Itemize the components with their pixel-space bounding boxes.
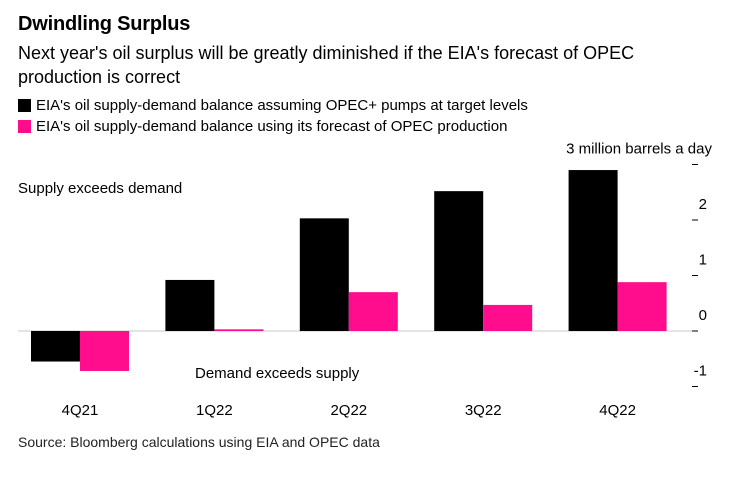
legend-item-target-levels: EIA's oil supply-demand balance assuming… (18, 95, 528, 116)
bar-target-levels-4q22 (568, 170, 618, 331)
bar-target-levels-3q22 (434, 191, 484, 331)
legend-label-target-levels: EIA's oil supply-demand balance assuming… (36, 97, 528, 114)
y-tick-label: 0 (699, 307, 707, 324)
x-tick-label: 4Q21 (62, 402, 99, 419)
y-tick-label: -1 (694, 363, 707, 380)
bar-eia-forecast-1q22 (214, 329, 264, 331)
bar-target-levels-1q22 (165, 279, 215, 331)
x-tick-label: 3Q22 (465, 402, 502, 419)
bar-eia-forecast-2q22 (348, 292, 398, 331)
legend-label-eia-forecast: EIA's oil supply-demand balance using it… (36, 118, 508, 135)
legend: EIA's oil supply-demand balance assuming… (18, 95, 528, 137)
legend-swatch-black (18, 99, 31, 112)
bar-eia-forecast-3q22 (483, 304, 533, 331)
annotation-supply-exceeds-demand: Supply exceeds demand (18, 180, 182, 197)
y-tick-label: 1 (699, 252, 707, 269)
legend-swatch-pink (18, 120, 31, 133)
x-tick-label: 1Q22 (196, 402, 233, 419)
bar-eia-forecast-4q21 (80, 331, 129, 371)
chart-subtitle: Next year's oil surplus will be greatly … (18, 43, 635, 87)
bar-target-levels-4q21 (31, 331, 80, 362)
annotation-demand-exceeds-supply: Demand exceeds supply (195, 365, 360, 382)
x-tick-label: 2Q22 (330, 402, 367, 419)
bar-target-levels-2q22 (299, 218, 349, 331)
y-tick-label: 2 (699, 196, 707, 213)
x-tick-label: 4Q22 (599, 402, 636, 419)
y-axis-unit-label: 3 million barrels a day (566, 141, 712, 158)
legend-item-eia-forecast: EIA's oil supply-demand balance using it… (18, 116, 528, 137)
chart-title: Dwindling Surplus (18, 13, 191, 35)
bar-eia-forecast-4q22 (617, 282, 667, 331)
source-note: Source: Bloomberg calculations using EIA… (18, 434, 380, 450)
